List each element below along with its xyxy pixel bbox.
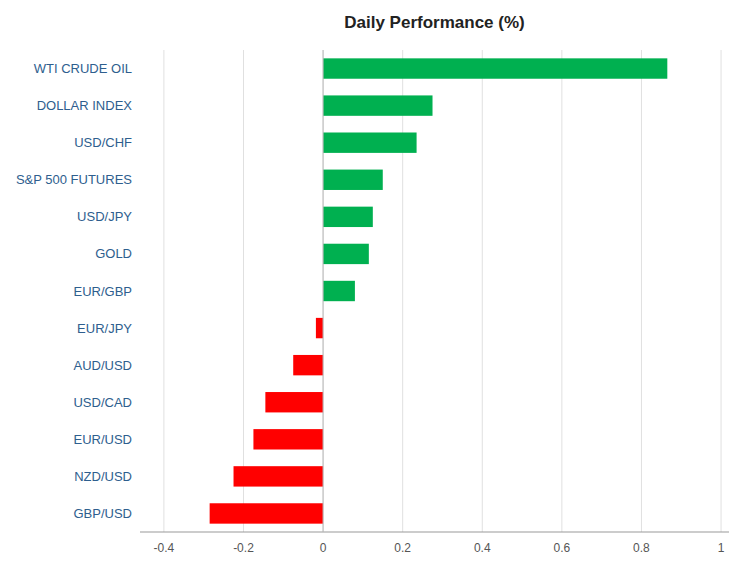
x-tick-label: 0 (320, 541, 327, 555)
x-tick-label: 1 (718, 541, 725, 555)
y-tick-label: EUR/USD (73, 432, 132, 447)
x-tick-label: 0.2 (394, 541, 411, 555)
bar (323, 95, 432, 115)
y-tick-label: GOLD (95, 246, 132, 261)
grid-line (561, 50, 562, 532)
zero-line (323, 50, 324, 532)
y-tick-label: EUR/JPY (77, 321, 132, 336)
grid-line (163, 50, 164, 532)
grid-line (402, 50, 403, 532)
chart-svg: Daily Performance (%) -0.4 -0.2 0 0.2 0.4 0.6 0… (0, 0, 753, 568)
background (0, 0, 753, 568)
bar (210, 503, 323, 523)
bar (323, 170, 383, 190)
y-tick-label: DOLLAR INDEX (37, 98, 133, 113)
y-tick-label: NZD/USD (74, 469, 132, 484)
y-tick-label: USD/CAD (73, 395, 132, 410)
bar (323, 132, 417, 152)
title: Daily Performance (%) (344, 13, 524, 32)
y-tick-label: WTI CRUDE OIL (34, 61, 132, 76)
bar (323, 281, 355, 301)
bar (323, 244, 369, 264)
bars (210, 58, 668, 523)
x-tick-label: 0.4 (474, 541, 491, 555)
grid-line (482, 50, 483, 532)
bar (323, 58, 667, 78)
bar (253, 429, 323, 449)
y-tick-label: S&P 500 FUTURES (16, 172, 132, 187)
y-tick-label: EUR/GBP (73, 284, 132, 299)
y-tick-label: GBP/USD (73, 506, 132, 521)
y-tick-label: USD/CHF (74, 135, 132, 150)
x-tick-label: -0.2 (233, 541, 254, 555)
y-tick-label: AUD/USD (73, 358, 132, 373)
y-tick-label: USD/JPY (77, 209, 132, 224)
bar (293, 355, 323, 375)
bar (234, 466, 324, 486)
grid-line (721, 50, 722, 532)
grid-line (641, 50, 642, 532)
bar (265, 392, 323, 412)
grid-line (323, 50, 324, 532)
x-axis-line (140, 532, 729, 533)
x-tick-label: 0.6 (554, 541, 571, 555)
x-tick-label: -0.4 (154, 541, 175, 555)
bar (316, 318, 323, 338)
x-tick-label: 0.8 (633, 541, 650, 555)
grid-line (243, 50, 244, 532)
bar (323, 207, 373, 227)
chart-container: Daily Performance (%) -0.4 -0.2 0 0.2 0.4 0.6 0… (0, 0, 753, 568)
grid (164, 50, 721, 532)
